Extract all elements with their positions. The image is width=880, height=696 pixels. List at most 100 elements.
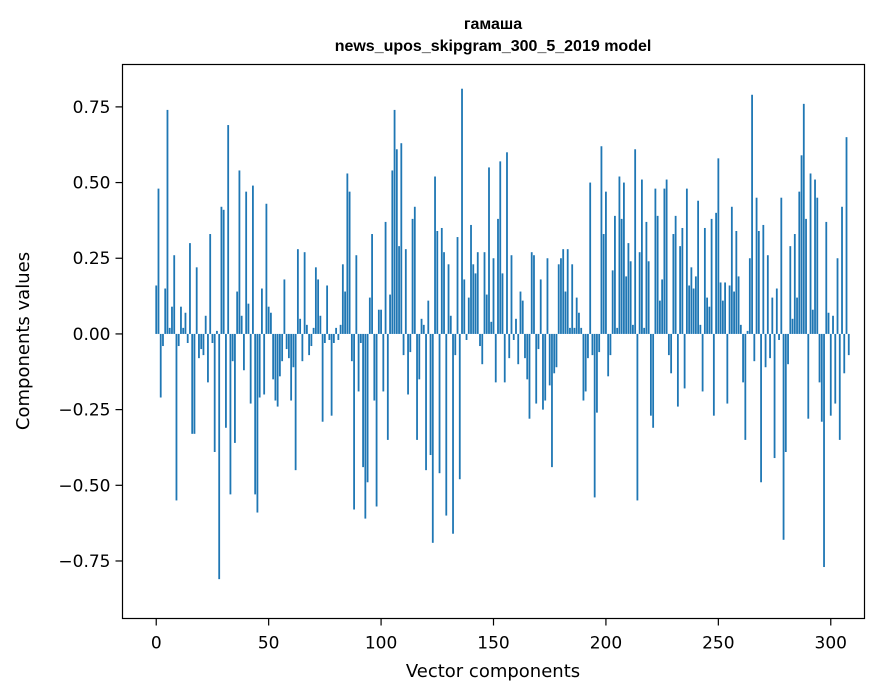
- y-tick-label: −0.75: [58, 552, 110, 572]
- bar-component-156: [506, 152, 508, 334]
- bar-component-237: [688, 285, 691, 334]
- bar-component-214: [636, 333, 639, 501]
- bar-component-259: [737, 276, 740, 334]
- bar-component-66: [303, 252, 306, 334]
- bar-component-19: [198, 333, 200, 359]
- bar-component-273: [769, 333, 771, 359]
- bar-component-251: [719, 282, 722, 334]
- bar-component-11: [180, 306, 182, 334]
- bar-component-262: [744, 333, 747, 440]
- bar-component-283: [791, 318, 794, 334]
- bar-component-195: [593, 333, 596, 498]
- bar-component-86: [348, 191, 351, 334]
- bar-component-236: [685, 188, 688, 334]
- bar-component-59: [287, 333, 290, 359]
- bar-component-0: [155, 285, 158, 334]
- bar-component-44: [254, 333, 257, 495]
- bar-component-242: [699, 324, 702, 334]
- bar-component-96: [371, 234, 373, 334]
- bar-component-220: [649, 333, 652, 416]
- bar-component-296: [820, 333, 823, 422]
- bar-component-247: [710, 218, 713, 334]
- bar-component-181: [562, 249, 565, 334]
- bar-component-36: [236, 291, 239, 334]
- bar-component-8: [173, 255, 176, 334]
- bar-component-84: [344, 291, 346, 334]
- bar-component-196: [596, 333, 598, 413]
- bar-component-72: [317, 279, 320, 334]
- bar-component-266: [753, 333, 756, 362]
- x-axis-label: Vector components: [406, 661, 580, 682]
- bar-component-49: [265, 203, 268, 334]
- bar-component-271: [764, 333, 767, 368]
- bar-component-276: [775, 288, 778, 334]
- bar-component-1: [157, 188, 160, 334]
- bar-component-23: [207, 333, 209, 383]
- bar-component-173: [544, 333, 547, 401]
- bar-component-40: [245, 191, 248, 334]
- y-tick-label: −0.25: [58, 401, 110, 421]
- bar-component-108: [398, 246, 400, 334]
- bar-component-63: [296, 249, 299, 334]
- bar-component-98: [375, 333, 378, 507]
- bar-component-42: [249, 333, 252, 404]
- bar-component-295: [818, 333, 821, 383]
- bar-component-260: [739, 324, 742, 334]
- bar-component-239: [692, 288, 695, 334]
- bar-component-110: [402, 333, 405, 356]
- bar-component-157: [508, 333, 511, 359]
- bar-component-279: [782, 333, 785, 540]
- bar-component-142: [474, 273, 477, 334]
- bar-component-253: [724, 282, 726, 334]
- bar-component-54: [276, 333, 279, 407]
- bar-component-125: [436, 231, 439, 334]
- bar-component-187: [575, 297, 578, 334]
- bar-component-293: [814, 179, 816, 334]
- bar-component-162: [519, 291, 522, 334]
- bar-component-41: [247, 303, 250, 334]
- bar-component-38: [240, 315, 243, 334]
- y-axis-ticks: −0.75 −0.50 −0.25 0.00 0.25 0.50 0.75: [58, 98, 123, 572]
- bar-component-258: [735, 231, 738, 334]
- bar-component-115: [413, 206, 416, 334]
- bar-component-186: [573, 327, 576, 334]
- bar-component-224: [658, 300, 661, 334]
- bar-component-228: [667, 333, 670, 356]
- bar-component-104: [389, 294, 391, 334]
- bar-component-193: [589, 182, 592, 334]
- bar-component-227: [665, 179, 668, 334]
- bar-component-134: [456, 237, 459, 334]
- bar-component-297: [823, 333, 825, 568]
- bar-component-5: [166, 109, 169, 334]
- bar-component-264: [748, 258, 751, 334]
- bar-component-159: [512, 333, 515, 340]
- bar-component-225: [661, 279, 664, 334]
- bar-component-113: [409, 333, 412, 353]
- bar-component-7: [171, 306, 173, 334]
- bar-component-60: [290, 333, 293, 401]
- bar-component-164: [524, 333, 526, 359]
- x-tick-label: 50: [258, 634, 280, 654]
- bar-component-64: [299, 318, 302, 334]
- bar-component-303: [836, 258, 839, 334]
- bar-component-302: [834, 333, 837, 404]
- bar-component-135: [458, 333, 461, 480]
- bar-component-25: [211, 333, 214, 344]
- bar-component-190: [582, 333, 585, 401]
- bar-component-68: [308, 333, 311, 356]
- bar-component-50: [267, 306, 270, 334]
- bar-component-277: [778, 333, 780, 340]
- plot-frame: [121, 63, 866, 620]
- bar-component-248: [712, 333, 715, 416]
- bar-component-305: [841, 206, 843, 334]
- bar-component-308: [847, 333, 850, 356]
- bar-component-57: [283, 279, 286, 334]
- bar-component-85: [346, 173, 349, 334]
- bar-component-161: [517, 333, 520, 365]
- bar-component-124: [434, 176, 436, 334]
- bar-component-304: [838, 333, 841, 440]
- bar-component-32: [227, 125, 230, 334]
- bar-component-194: [591, 333, 594, 356]
- bar-component-278: [780, 197, 783, 334]
- bar-component-307: [845, 137, 848, 334]
